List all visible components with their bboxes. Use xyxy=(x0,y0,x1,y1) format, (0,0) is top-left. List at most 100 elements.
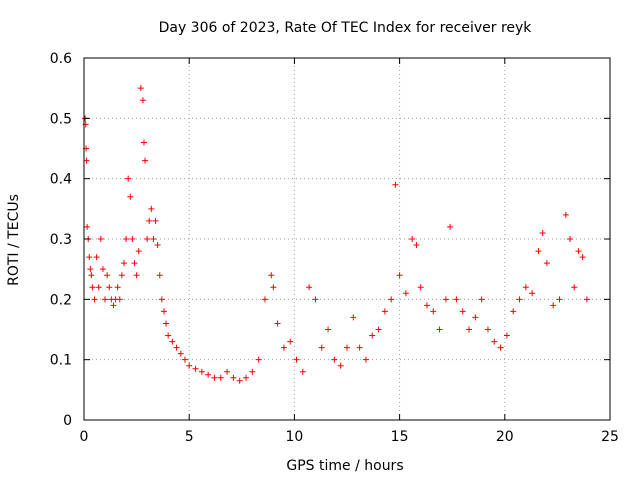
data-point xyxy=(280,344,287,351)
data-point xyxy=(459,308,466,315)
y-tick-label: 0.1 xyxy=(50,353,72,369)
data-point xyxy=(442,296,449,303)
data-point xyxy=(356,344,363,351)
data-point xyxy=(217,374,224,381)
data-point xyxy=(318,344,325,351)
data-point xyxy=(127,193,134,200)
data-point xyxy=(144,236,151,242)
data-point xyxy=(402,290,409,297)
data-point xyxy=(362,356,369,363)
data-point xyxy=(293,356,300,363)
data-point xyxy=(350,314,357,321)
data-point xyxy=(102,296,109,303)
data-point xyxy=(478,296,485,303)
chart-title: Day 306 of 2023, Rate Of TEC Index for r… xyxy=(159,20,533,36)
data-point xyxy=(224,368,231,375)
data-point xyxy=(165,332,172,339)
x-axis-label: GPS time / hours xyxy=(286,458,403,474)
data-point xyxy=(270,284,277,291)
data-point xyxy=(140,139,147,146)
data-point xyxy=(453,296,460,303)
data-point xyxy=(114,284,121,291)
data-point xyxy=(299,368,306,375)
data-point xyxy=(91,296,98,303)
data-point xyxy=(535,248,542,255)
data-point xyxy=(236,377,243,384)
data-point xyxy=(268,272,275,279)
data-point xyxy=(516,296,523,303)
x-axis-tick-labels: 0 5 10 15 20 25 xyxy=(80,429,619,445)
data-point xyxy=(84,223,91,230)
data-point xyxy=(87,266,94,273)
data-point xyxy=(186,362,193,369)
data-point xyxy=(249,368,256,375)
x-tick-label: 15 xyxy=(391,429,409,445)
data-point xyxy=(104,272,111,279)
y-tick-label: 0.6 xyxy=(50,51,72,67)
y-tick-label: 0.5 xyxy=(50,111,72,127)
data-point xyxy=(337,362,344,369)
data-point xyxy=(148,205,155,212)
data-point xyxy=(381,308,388,315)
data-point xyxy=(539,229,546,236)
data-point xyxy=(83,157,90,164)
data-point xyxy=(154,242,161,249)
data-point xyxy=(556,296,563,303)
data-point xyxy=(88,272,95,279)
data-point xyxy=(125,175,132,182)
data-point xyxy=(198,368,205,375)
data-point xyxy=(287,338,294,345)
data-point xyxy=(255,356,262,363)
data-point xyxy=(120,260,127,267)
data-point xyxy=(129,236,136,242)
data-point xyxy=(306,284,313,291)
data-point xyxy=(86,254,93,261)
data-point xyxy=(497,344,504,351)
y-axis-tick-labels: 0 0.1 0.2 0.3 0.4 0.5 0.6 xyxy=(50,51,72,429)
data-point xyxy=(417,284,424,291)
data-point xyxy=(375,326,382,333)
data-point xyxy=(472,314,479,321)
data-point xyxy=(510,308,517,315)
data-point xyxy=(331,356,338,363)
data-point xyxy=(133,272,140,279)
data-point xyxy=(137,85,144,92)
data-point xyxy=(173,344,180,351)
plot-frame xyxy=(83,57,611,421)
data-point xyxy=(192,365,199,372)
grid-lines xyxy=(84,58,610,420)
data-point xyxy=(274,320,281,327)
data-point xyxy=(93,254,100,261)
data-point xyxy=(139,97,146,104)
data-point xyxy=(181,356,188,363)
data-point xyxy=(583,296,590,303)
x-tick-label: 20 xyxy=(496,429,514,445)
data-point xyxy=(388,296,395,303)
data-point xyxy=(118,272,125,279)
y-tick-label: 0 xyxy=(63,413,72,429)
data-point xyxy=(423,302,430,309)
x-tick-label: 5 xyxy=(185,429,194,445)
data-point xyxy=(243,374,250,381)
data-point xyxy=(392,181,399,188)
data-point xyxy=(325,326,332,333)
y-tick-label: 0.4 xyxy=(50,172,72,188)
data-point xyxy=(396,272,403,279)
y-tick-label: 0.2 xyxy=(50,292,72,308)
data-point xyxy=(312,296,319,303)
data-point xyxy=(447,223,454,230)
data-point xyxy=(369,332,376,339)
data-point xyxy=(491,338,498,345)
data-point xyxy=(135,248,142,255)
y-axis-label: ROTI / TECUs xyxy=(6,194,22,286)
data-point xyxy=(142,157,149,164)
data-point xyxy=(436,326,443,333)
data-point xyxy=(116,296,123,303)
y-tick-label: 0.3 xyxy=(50,232,72,248)
data-point xyxy=(261,296,268,303)
data-point xyxy=(177,350,184,357)
data-point xyxy=(550,302,557,309)
data-point xyxy=(409,236,416,242)
data-point xyxy=(156,272,163,279)
data-point xyxy=(503,332,510,339)
